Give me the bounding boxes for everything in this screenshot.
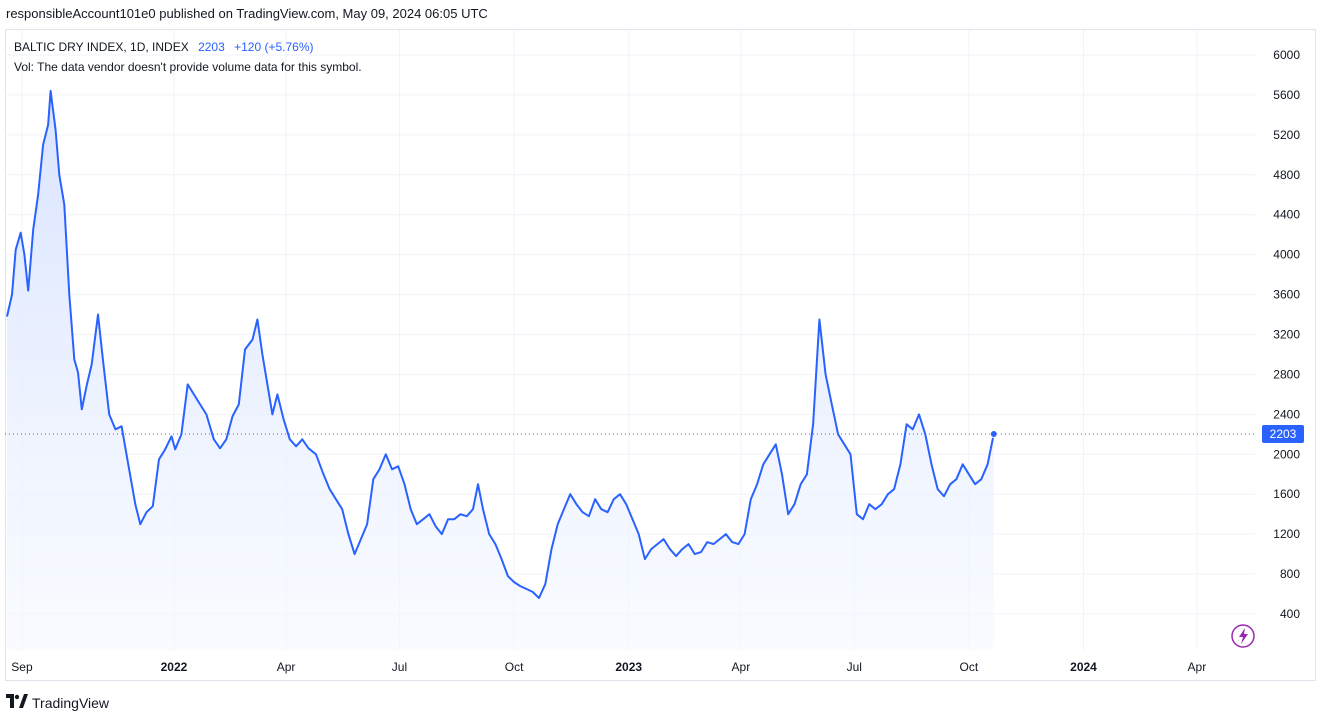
y-tick-label: 800 bbox=[1280, 567, 1300, 581]
y-tick-label: 1200 bbox=[1273, 527, 1300, 541]
y-tick-label: 4400 bbox=[1273, 208, 1300, 222]
change-value: +120 (+5.76%) bbox=[234, 40, 314, 54]
volume-note: Vol: The data vendor doesn't provide vol… bbox=[14, 60, 362, 74]
y-tick-label: 6000 bbox=[1273, 48, 1300, 62]
x-tick-label: Oct bbox=[960, 660, 979, 674]
x-tick-label: Apr bbox=[277, 660, 296, 674]
lightning-icon bbox=[1231, 624, 1255, 648]
x-tick-label: Oct bbox=[505, 660, 524, 674]
y-tick-label: 5200 bbox=[1273, 128, 1300, 142]
series-area bbox=[6, 89, 995, 650]
tradingview-logo-icon bbox=[6, 694, 28, 712]
x-tick-label: Apr bbox=[1188, 660, 1207, 674]
y-tick-label: 1600 bbox=[1273, 487, 1300, 501]
last-value: 2203 bbox=[198, 40, 225, 54]
y-tick-label: 5600 bbox=[1273, 88, 1300, 102]
y-tick-label: 400 bbox=[1280, 607, 1300, 621]
chart-legend: BALTIC DRY INDEX, 1D, INDEX 2203 +120 (+… bbox=[14, 37, 362, 77]
chart-frame bbox=[5, 29, 1316, 681]
price-line bbox=[6, 89, 995, 599]
x-tick-label: 2023 bbox=[615, 660, 642, 674]
tradingview-logo[interactable]: TradingView bbox=[6, 694, 109, 712]
y-tick-label: 3200 bbox=[1273, 328, 1300, 342]
x-tick-label: Apr bbox=[732, 660, 751, 674]
tradingview-logo-text: TradingView bbox=[32, 695, 110, 711]
last-price-badge bbox=[1262, 425, 1304, 444]
x-tick-label: Sep bbox=[11, 660, 33, 674]
y-axis: 400 800 1200 1600 2000 2400 2800 3200 3600 4000 44… bbox=[1273, 48, 1300, 621]
last-price-marker: 2203 bbox=[5, 425, 1304, 648]
x-axis: Sep 2022 Apr Jul Oct 2023 Apr Jul Oct 2024 Apr bbox=[11, 660, 1206, 674]
last-price-badge-text: 2203 bbox=[1270, 427, 1297, 441]
x-tick-label: 2022 bbox=[161, 660, 188, 674]
y-tick-label: 4800 bbox=[1273, 168, 1300, 182]
area-fill bbox=[7, 90, 994, 650]
x-tick-label: Jul bbox=[847, 660, 862, 674]
y-tick-label: 2000 bbox=[1273, 447, 1300, 461]
symbol-label[interactable]: BALTIC DRY INDEX, 1D, INDEX bbox=[14, 40, 189, 54]
publisher-credit: responsibleAccount101e0 published on Tra… bbox=[6, 6, 488, 21]
y-tick-label: 4000 bbox=[1273, 248, 1300, 262]
last-point bbox=[989, 430, 998, 439]
x-tick-label: 2024 bbox=[1070, 660, 1097, 674]
y-tick-label: 2400 bbox=[1273, 407, 1300, 421]
y-tick-label: 3600 bbox=[1273, 288, 1300, 302]
x-tick-label: Jul bbox=[392, 660, 407, 674]
y-tick-label: 2800 bbox=[1273, 367, 1300, 381]
